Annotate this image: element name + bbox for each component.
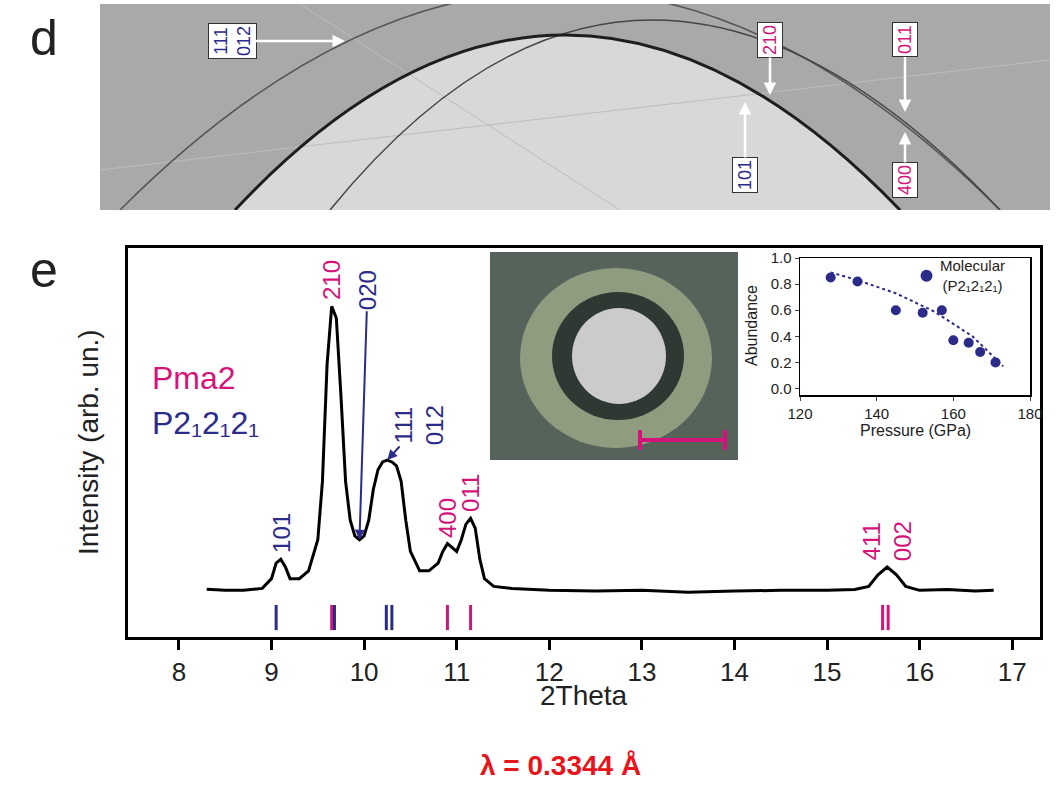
svg-text:17: 17 (998, 657, 1027, 687)
svg-text:111012: 111012 (390, 405, 448, 445)
svg-text:101: 101 (735, 160, 755, 190)
svg-text:Intensity (arb. un.): Intensity (arb. un.) (73, 329, 104, 555)
svg-text:411002: 411002 (858, 521, 916, 561)
svg-text:0.4: 0.4 (771, 328, 792, 345)
svg-text:e: e (30, 242, 58, 298)
svg-text:140: 140 (864, 405, 889, 422)
svg-text:101: 101 (268, 513, 295, 553)
svg-text:160: 160 (941, 405, 966, 422)
svg-text:8: 8 (172, 657, 186, 687)
svg-text:12: 12 (535, 657, 564, 687)
svg-text:9: 9 (264, 657, 278, 687)
svg-text:Pressure (GPa): Pressure (GPa) (860, 422, 971, 439)
svg-text:120: 120 (787, 405, 812, 422)
svg-text:180: 180 (1017, 405, 1042, 422)
svg-text:2Theta: 2Theta (540, 680, 628, 711)
svg-text:Abundance: Abundance (743, 285, 760, 366)
svg-text:11: 11 (443, 657, 470, 687)
svg-text:0.2: 0.2 (771, 354, 792, 371)
svg-text:Pma2: Pma2 (152, 360, 236, 396)
svg-text:111012: 111012 (211, 26, 254, 56)
svg-text:210: 210 (318, 260, 345, 300)
svg-text:14: 14 (720, 657, 749, 687)
svg-text:13: 13 (627, 657, 656, 687)
svg-text:1.0: 1.0 (771, 249, 792, 266)
svg-text:16: 16 (905, 657, 934, 687)
svg-text:011: 011 (895, 25, 915, 54)
svg-text:λ = 0.3344 Å: λ = 0.3344 Å (480, 750, 641, 781)
svg-text:10: 10 (350, 657, 379, 687)
svg-text:400: 400 (895, 165, 915, 195)
svg-text:210: 210 (760, 25, 780, 55)
svg-text:d: d (30, 10, 58, 66)
svg-text:0.8: 0.8 (771, 275, 792, 292)
svg-text:011: 011 (457, 474, 484, 512)
svg-text:15: 15 (813, 657, 842, 687)
svg-text:020: 020 (354, 270, 381, 310)
svg-text:400: 400 (434, 498, 461, 538)
svg-text:0.0: 0.0 (771, 380, 792, 397)
svg-text:0.6: 0.6 (771, 301, 792, 318)
svg-text:P2₁2₁2₁: P2₁2₁2₁ (152, 405, 259, 441)
svg-text:Molecular(P2₁2₁2₁): Molecular(P2₁2₁2₁) (940, 257, 1005, 294)
